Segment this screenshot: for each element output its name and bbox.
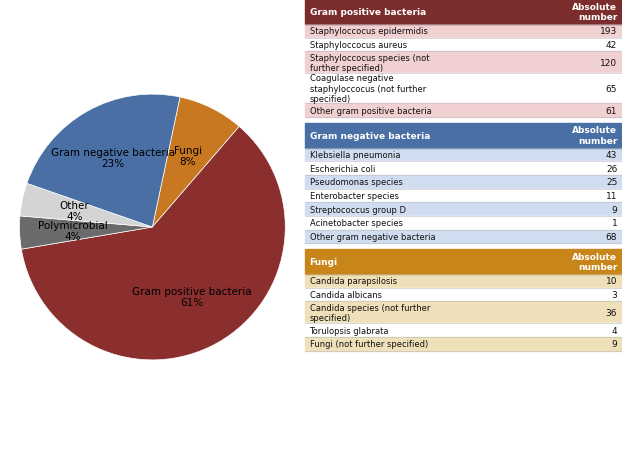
Wedge shape: [19, 217, 152, 250]
Bar: [305, 25, 622, 39]
Text: 61: 61: [606, 106, 617, 116]
Text: Torulopsis glabrata: Torulopsis glabrata: [310, 326, 389, 335]
Text: 9: 9: [611, 339, 617, 349]
Bar: [305, 162, 622, 176]
Text: Pseudomonas species: Pseudomonas species: [310, 178, 402, 187]
Wedge shape: [21, 127, 285, 360]
Bar: [305, 324, 622, 337]
Bar: [305, 123, 622, 148]
Text: 9: 9: [611, 205, 617, 214]
Text: 3: 3: [611, 290, 617, 299]
Wedge shape: [27, 95, 180, 228]
Text: Gram negative bacteria
23%: Gram negative bacteria 23%: [51, 147, 175, 169]
Text: Gram negative bacteria: Gram negative bacteria: [310, 131, 430, 140]
Wedge shape: [152, 98, 239, 228]
Text: Gram positive bacteria
61%: Gram positive bacteria 61%: [132, 286, 251, 308]
Text: Polymicrobial
4%: Polymicrobial 4%: [38, 220, 108, 242]
Text: 25: 25: [606, 178, 617, 187]
Text: Escherichia coli: Escherichia coli: [310, 164, 375, 173]
Text: Fungi: Fungi: [310, 258, 338, 266]
Bar: [305, 249, 622, 274]
Text: 68: 68: [606, 233, 617, 242]
Wedge shape: [20, 184, 152, 228]
Text: Other gram positive bacteria: Other gram positive bacteria: [310, 106, 431, 116]
Text: Streptococcus group D: Streptococcus group D: [310, 205, 406, 214]
Text: 193: 193: [600, 27, 617, 36]
Bar: [305, 176, 622, 189]
Bar: [305, 337, 622, 351]
Bar: [305, 39, 622, 52]
Bar: [305, 274, 622, 288]
Text: Gram positive bacteria: Gram positive bacteria: [310, 8, 426, 17]
Text: 26: 26: [606, 164, 617, 173]
Text: 10: 10: [606, 277, 617, 286]
Text: 120: 120: [600, 59, 617, 68]
Text: Staphyloccocus species (not
further specified): Staphyloccocus species (not further spec…: [310, 54, 429, 73]
Bar: [305, 52, 622, 74]
Text: Other gram negative bacteria: Other gram negative bacteria: [310, 233, 435, 242]
Text: Candida parapsilosis: Candida parapsilosis: [310, 277, 397, 286]
Bar: [305, 288, 622, 302]
Bar: [305, 230, 622, 244]
Text: Absolute
number: Absolute number: [572, 126, 617, 146]
Bar: [305, 0, 622, 25]
Bar: [305, 104, 622, 118]
Text: 42: 42: [606, 41, 617, 50]
Bar: [305, 217, 622, 230]
Text: Enterobacter species: Enterobacter species: [310, 192, 399, 201]
Text: Acinetobacter species: Acinetobacter species: [310, 219, 402, 228]
Text: 43: 43: [606, 151, 617, 160]
Text: Coagulase negative
staphyloccocus (not further
specified): Coagulase negative staphyloccocus (not f…: [310, 74, 426, 104]
Text: 65: 65: [606, 85, 617, 94]
Text: Other
4%: Other 4%: [60, 200, 90, 222]
Text: Absolute
number: Absolute number: [572, 252, 617, 272]
Bar: [305, 74, 622, 104]
Text: 4: 4: [611, 326, 617, 335]
Text: Fungi
8%: Fungi 8%: [174, 146, 202, 167]
Bar: [305, 148, 622, 162]
Bar: [305, 302, 622, 324]
Bar: [305, 189, 622, 203]
Text: 1: 1: [611, 219, 617, 228]
Text: Candida albicans: Candida albicans: [310, 290, 381, 299]
Text: Staphyloccocus aureus: Staphyloccocus aureus: [310, 41, 407, 50]
Text: Staphyloccocus epidermidis: Staphyloccocus epidermidis: [310, 27, 427, 36]
Text: 36: 36: [606, 308, 617, 317]
Bar: [305, 203, 622, 217]
Text: Candida species (not further
specified): Candida species (not further specified): [310, 303, 430, 322]
Text: 11: 11: [606, 192, 617, 201]
Text: Klebsiella pneumonia: Klebsiella pneumonia: [310, 151, 400, 160]
Text: Absolute
number: Absolute number: [572, 3, 617, 22]
Text: Fungi (not further specified): Fungi (not further specified): [310, 339, 428, 349]
